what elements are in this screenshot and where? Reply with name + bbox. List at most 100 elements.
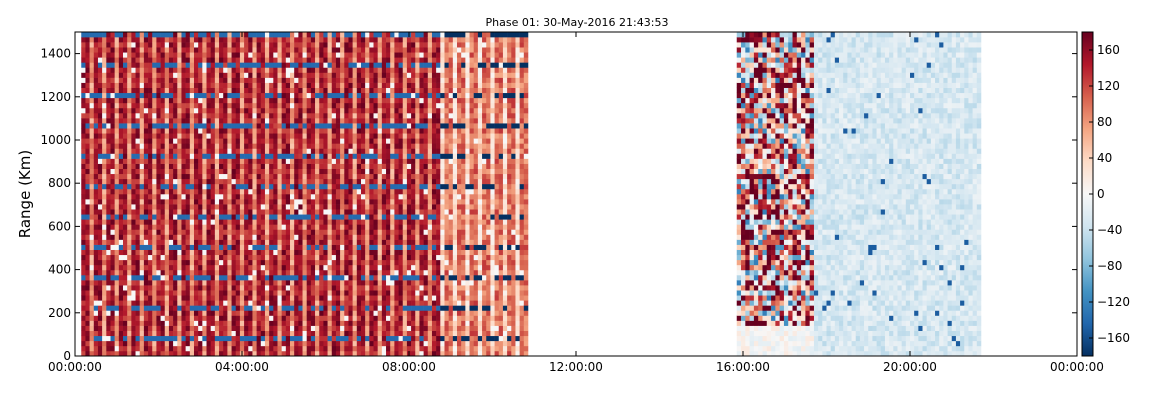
heatmap-cell: [377, 133, 383, 139]
heatmap-cell: [189, 204, 195, 210]
heatmap-cell: [264, 77, 270, 83]
heatmap-cell: [348, 57, 353, 63]
heatmap-cell: [89, 254, 95, 261]
heatmap-cell: [277, 102, 282, 109]
heatmap-cell: [143, 209, 149, 215]
heatmap-cell: [189, 249, 195, 256]
heatmap-cell: [256, 67, 262, 73]
heatmap-cell: [381, 285, 387, 291]
heatmap-cell: [302, 173, 308, 180]
heatmap-cell: [281, 320, 287, 326]
heatmap-cell: [244, 310, 249, 316]
heatmap-cell: [264, 239, 270, 245]
heatmap-cell: [302, 47, 308, 53]
heatmap-cell: [152, 133, 157, 139]
heatmap-cell: [398, 128, 404, 134]
heatmap-cell: [264, 345, 270, 352]
heatmap-cell: [365, 219, 370, 225]
heatmap-cell: [369, 229, 374, 235]
heatmap-cell: [85, 345, 90, 352]
heatmap-cell: [386, 335, 391, 342]
heatmap-cell: [114, 219, 120, 225]
heatmap-cell: [168, 168, 174, 175]
heatmap-cell: [260, 290, 266, 296]
heatmap-cell: [373, 275, 378, 281]
heatmap-cell: [340, 143, 345, 149]
heatmap-cell: [118, 290, 124, 296]
heatmap-cell: [127, 37, 132, 43]
heatmap-cell: [156, 37, 161, 43]
heatmap-cell: [168, 37, 174, 43]
heatmap-cell: [143, 143, 149, 149]
heatmap-cell: [223, 87, 228, 94]
heatmap-cell: [344, 57, 349, 63]
heatmap-cell: [381, 204, 387, 210]
heatmap-cell: [198, 300, 203, 306]
heatmap-cell: [181, 209, 186, 215]
heatmap-cell: [315, 113, 320, 119]
heatmap-cell: [306, 330, 312, 337]
heatmap-cell: [110, 188, 115, 195]
heatmap-cell: [185, 57, 191, 63]
heatmap-cell: [202, 254, 207, 261]
heatmap-cell: [168, 209, 174, 215]
heatmap-cell: [102, 330, 107, 337]
heatmap-cell: [323, 158, 328, 164]
heatmap-cell: [156, 275, 161, 281]
heatmap-cell: [310, 269, 316, 276]
heatmap-cell: [148, 47, 153, 53]
heatmap-cell: [327, 67, 333, 73]
heatmap-cell: [89, 224, 95, 230]
heatmap-cell: [177, 204, 182, 210]
heatmap-cell: [277, 214, 282, 220]
heatmap-cell: [239, 153, 245, 159]
heatmap-cell: [219, 138, 224, 144]
heatmap-cell: [189, 102, 195, 109]
heatmap-cell: [219, 204, 224, 210]
heatmap-cell: [294, 264, 299, 271]
heatmap-cell: [360, 259, 366, 266]
heatmap-cell: [273, 153, 278, 159]
heatmap-cell: [93, 214, 99, 220]
heatmap-cell: [327, 345, 333, 352]
heatmap-cell: [131, 92, 136, 99]
heatmap-cell: [97, 57, 103, 63]
heatmap-cell: [273, 97, 278, 104]
heatmap-cell: [177, 295, 182, 301]
heatmap-cell: [135, 214, 141, 220]
heatmap-cell: [131, 163, 136, 169]
heatmap-cell: [148, 350, 153, 357]
heatmap-cell: [260, 345, 266, 352]
heatmap-cell: [114, 345, 120, 352]
heatmap-cell: [210, 183, 216, 190]
heatmap-cell: [340, 118, 345, 124]
heatmap-cell: [252, 113, 257, 119]
heatmap-cell: [373, 340, 378, 347]
heatmap-cell: [290, 163, 295, 169]
heatmap-cell: [185, 77, 191, 83]
heatmap-cell: [344, 118, 349, 124]
heatmap-cell: [335, 320, 341, 326]
heatmap-cell: [97, 168, 103, 175]
heatmap-cell: [273, 199, 278, 205]
heatmap-cell: [110, 183, 115, 190]
heatmap-cell: [152, 102, 157, 109]
heatmap-cell: [156, 285, 161, 291]
heatmap-cell: [344, 148, 349, 154]
heatmap-cell: [148, 72, 153, 78]
heatmap-cell: [235, 229, 241, 235]
heatmap-cell: [290, 259, 295, 266]
heatmap-cell: [106, 188, 111, 195]
heatmap-cell: [394, 194, 399, 200]
heatmap-cell: [210, 194, 216, 200]
heatmap-cell: [164, 188, 170, 195]
heatmap-cell: [89, 52, 95, 58]
heatmap-cell: [206, 300, 211, 306]
heatmap-cell: [244, 350, 249, 357]
heatmap-cell: [302, 330, 308, 337]
heatmap-cell: [235, 168, 241, 175]
heatmap-cell: [306, 128, 312, 134]
heatmap-cell: [256, 239, 262, 245]
heatmap-cell: [114, 163, 120, 169]
heatmap-cell: [152, 72, 157, 78]
